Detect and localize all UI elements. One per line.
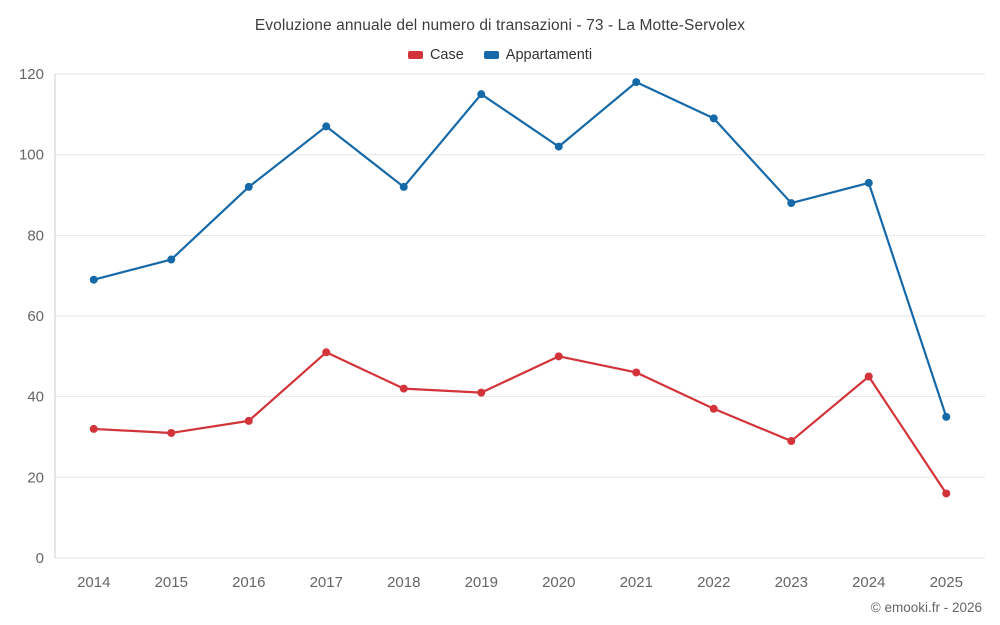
chart-area: 0 20 40 60 80 100 120 2014 2015 2016 2017 2018 2019 2… <box>0 62 1000 607</box>
x-tick-label-2023: 2023 <box>775 574 808 591</box>
x-tick-label-2019: 2019 <box>465 574 498 591</box>
point-case-2017[interactable] <box>322 348 331 357</box>
chart-title: Evoluzione annuale del numero di transaz… <box>254 17 746 34</box>
point-case-2025[interactable] <box>942 489 951 498</box>
y-tick-label-120: 120 <box>19 66 44 83</box>
point-case-2014[interactable] <box>89 424 98 433</box>
y-tick-label-0: 0 <box>36 550 44 567</box>
y-tick-label-40: 40 <box>27 389 44 406</box>
legend-item-case[interactable]: Case <box>407 47 464 63</box>
point-appartamenti-2024[interactable] <box>864 178 873 187</box>
point-case-2016[interactable] <box>244 416 253 425</box>
point-case-2021[interactable] <box>632 368 641 377</box>
point-appartamenti-2022[interactable] <box>709 114 718 123</box>
y-tick-label-20: 20 <box>27 469 44 486</box>
legend-item-appartamenti[interactable]: Appartamenti <box>483 47 593 63</box>
series-appartamenti-line <box>92 80 948 418</box>
x-tick-label-2022: 2022 <box>697 574 730 591</box>
y-tick-label-100: 100 <box>19 147 44 164</box>
legend-swatch-appartamenti <box>483 51 499 59</box>
point-case-2019[interactable] <box>477 388 486 397</box>
legend-swatch-case <box>407 51 423 59</box>
point-appartamenti-2015[interactable] <box>167 255 176 264</box>
point-case-2023[interactable] <box>787 437 796 446</box>
point-appartamenti-2017[interactable] <box>322 122 331 131</box>
point-case-2024[interactable] <box>864 372 873 381</box>
point-appartamenti-2021[interactable] <box>632 78 641 87</box>
x-tick-label-2020: 2020 <box>542 574 575 591</box>
legend-label-case: Case <box>429 47 464 63</box>
point-appartamenti-2016[interactable] <box>244 182 253 191</box>
x-tick-label-2021: 2021 <box>620 574 653 591</box>
point-case-2015[interactable] <box>167 428 176 437</box>
point-appartamenti-2018[interactable] <box>399 182 408 191</box>
point-appartamenti-2020[interactable] <box>554 142 563 151</box>
x-tick-label-2015: 2015 <box>155 574 188 591</box>
chart-svg: 0 20 40 60 80 100 120 2014 2015 2016 2017 2018 2019 2… <box>19 66 985 591</box>
point-case-2022[interactable] <box>709 404 718 413</box>
x-tick-label-2017: 2017 <box>310 574 343 591</box>
footer-credit: © emooki.fr - 2026 <box>870 600 982 615</box>
point-appartamenti-2025[interactable] <box>942 412 951 421</box>
point-appartamenti-2019[interactable] <box>477 90 486 99</box>
x-tick-label-2024: 2024 <box>852 574 885 591</box>
point-appartamenti-2014[interactable] <box>89 275 98 284</box>
x-tick-label-2014: 2014 <box>77 574 110 591</box>
x-tick-label-2025: 2025 <box>930 574 963 591</box>
point-case-2018[interactable] <box>399 384 408 393</box>
x-tick-label-2018: 2018 <box>387 574 420 591</box>
point-appartamenti-2023[interactable] <box>787 199 796 208</box>
y-tick-label-80: 80 <box>27 227 44 244</box>
point-case-2020[interactable] <box>554 352 563 361</box>
legend: Case Appartamenti <box>0 46 1000 64</box>
legend-label-appartamenti: Appartamenti <box>505 47 593 63</box>
y-tick-label-60: 60 <box>27 308 44 325</box>
x-tick-label-2016: 2016 <box>232 574 265 591</box>
series-case-line <box>92 351 948 495</box>
